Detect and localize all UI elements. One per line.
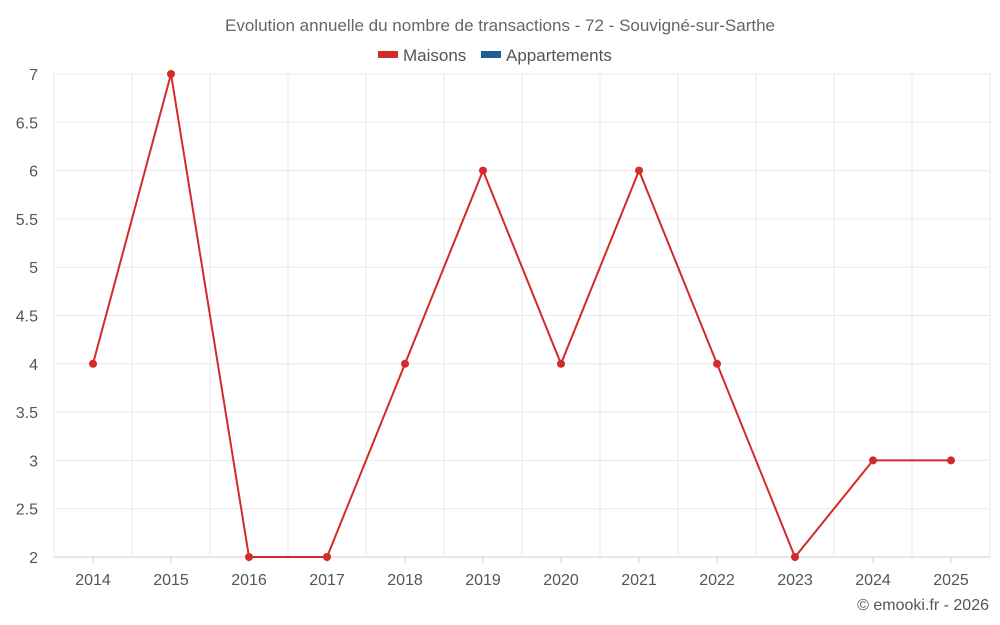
axes: 2 2.5 3 3.5 4 4.5 5 5.5 6 6.5 7 2014 2015 2016 2017 201…	[16, 67, 969, 589]
grid	[53, 73, 991, 558]
data-point-maisons-2016[interactable]	[245, 553, 253, 561]
legend-swatch-maisons	[378, 51, 398, 58]
y-tick-label: 2.5	[16, 502, 38, 519]
y-tick-label: 5.5	[16, 212, 38, 229]
x-tick-label-2016: 2016	[231, 572, 267, 589]
legend: Maisons Appartements	[378, 46, 612, 65]
data-point-maisons-2025[interactable]	[947, 456, 955, 465]
data-point-maisons-2018[interactable]	[401, 359, 409, 368]
data-point-maisons-2024[interactable]	[869, 456, 877, 465]
data-point-maisons-2015[interactable]	[167, 70, 175, 78]
x-tick-label-2018: 2018	[387, 572, 423, 589]
legend-swatch-appartements	[481, 51, 501, 58]
data-point-maisons-2022[interactable]	[713, 359, 721, 368]
data-point-maisons-2020[interactable]	[557, 359, 565, 368]
series-line-maisons	[92, 73, 951, 559]
legend-label-maisons: Maisons	[403, 46, 466, 65]
legend-item-appartements[interactable]: Appartements	[481, 46, 612, 65]
data-point-maisons-2017[interactable]	[323, 553, 331, 561]
x-tick-label-2014: 2014	[75, 572, 111, 589]
x-tick-label-2022: 2022	[699, 572, 735, 589]
x-tick-label-2021: 2021	[621, 572, 657, 589]
legend-label-appartements: Appartements	[506, 46, 612, 65]
y-tick-label: 3.5	[16, 405, 38, 422]
data-point-maisons-2014[interactable]	[89, 359, 97, 368]
y-tick-label: 5	[29, 260, 38, 277]
data-point-maisons-2021[interactable]	[635, 166, 643, 175]
x-tick-label-2019: 2019	[465, 572, 501, 589]
x-tick-label-2017: 2017	[309, 572, 345, 589]
y-tick-label: 4.5	[16, 309, 38, 326]
y-tick-label: 3	[29, 453, 38, 470]
y-tick-label: 7	[29, 67, 38, 84]
y-tick-label: 6.5	[16, 115, 38, 132]
chart-title: Evolution annuelle du nombre de transact…	[225, 16, 775, 35]
legend-item-maisons[interactable]: Maisons	[378, 46, 466, 65]
data-point-maisons-2019[interactable]	[479, 166, 487, 175]
x-tick-label-2025: 2025	[933, 572, 969, 589]
x-tick-label-2023: 2023	[777, 572, 813, 589]
credit-text: © emooki.fr - 2026	[857, 597, 989, 614]
x-tick-label-2015: 2015	[153, 572, 189, 589]
x-tick-label-2020: 2020	[543, 572, 579, 589]
x-tick-label-2024: 2024	[855, 572, 891, 589]
points-layer	[89, 70, 955, 561]
y-tick-label: 2	[29, 550, 38, 567]
series-layer	[92, 73, 951, 559]
y-tick-label: 6	[29, 164, 38, 181]
data-point-maisons-2023[interactable]	[791, 553, 799, 561]
y-tick-label: 4	[29, 357, 38, 374]
